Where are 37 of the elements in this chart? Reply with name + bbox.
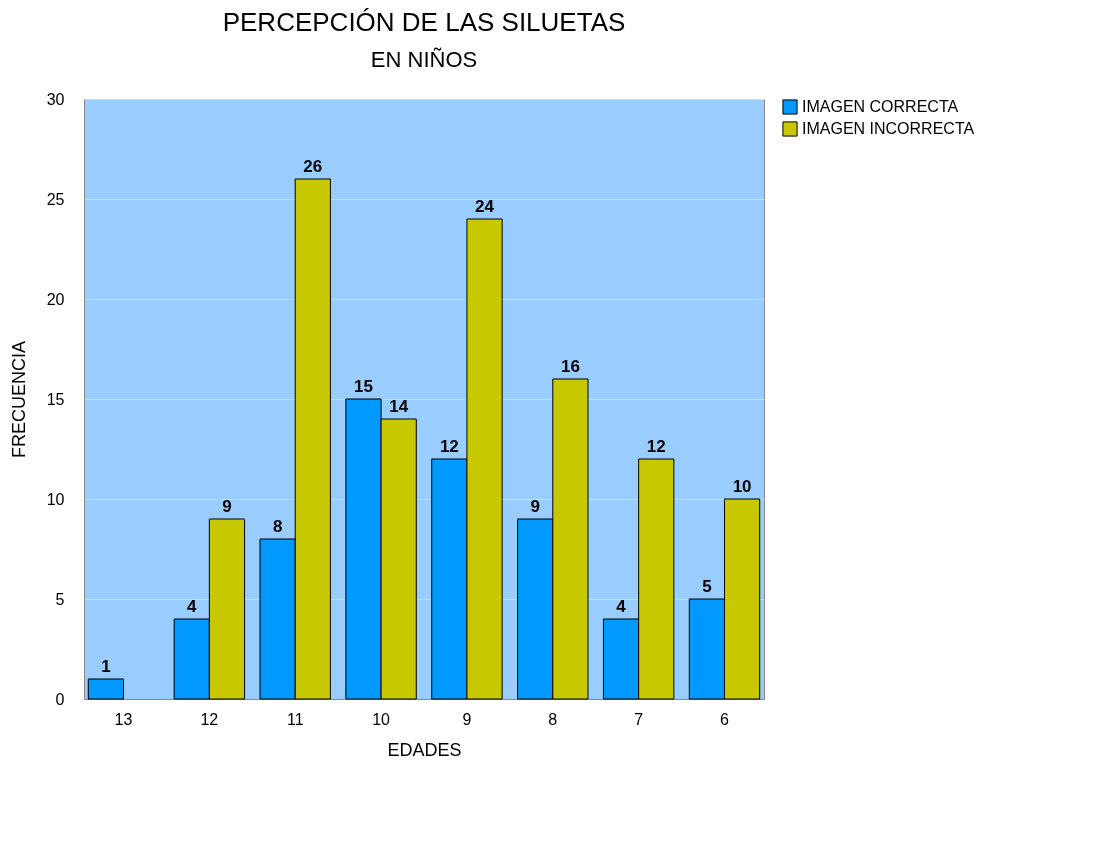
data-label: 10 (732, 477, 752, 496)
data-label: 24 (475, 197, 495, 216)
x-tick-label: 6 (720, 710, 730, 728)
data-label: 4 (187, 597, 198, 616)
x-tick-label: 9 (462, 710, 472, 728)
x-tick-label: 13 (114, 710, 133, 728)
data-label: 5 (702, 577, 712, 596)
data-label: 14 (389, 397, 409, 416)
y-tick-label: 10 (46, 490, 65, 508)
y-tick-label: 15 (46, 390, 65, 408)
data-label: 1 (101, 657, 111, 676)
data-label: 15 (354, 377, 373, 396)
data-label: 16 (560, 357, 580, 376)
chart-title: PERCEPCIÓN DE LAS SILUETAS (222, 7, 626, 37)
bar (87, 678, 124, 700)
chart-subtitle: EN NIÑOS (370, 47, 478, 72)
data-label: 4 (616, 597, 627, 616)
data-label: 8 (272, 517, 283, 536)
x-tick-label: 8 (548, 710, 558, 728)
y-tick-label: 20 (46, 290, 65, 308)
data-label: 26 (303, 157, 323, 176)
data-label: 9 (530, 497, 540, 516)
legend-label: IMAGEN CORRECTA (802, 98, 959, 115)
x-tick-label: 11 (286, 710, 304, 728)
y-tick-label: 30 (46, 90, 65, 108)
data-label: 12 (439, 437, 459, 456)
y-tick-label: 25 (46, 190, 65, 208)
y-tick-label: 5 (55, 590, 65, 608)
x-axis-title: EDADES (387, 739, 462, 760)
data-label: 9 (222, 497, 232, 516)
x-tick-label: 7 (634, 710, 644, 728)
y-axis-title: FRECUENCIA (8, 340, 29, 459)
x-tick-label: 10 (372, 710, 391, 728)
legend-label: IMAGEN INCORRECTA (802, 120, 975, 137)
y-tick-label: 0 (55, 690, 65, 708)
x-tick-label: 12 (200, 710, 219, 728)
data-label: 12 (646, 437, 666, 456)
